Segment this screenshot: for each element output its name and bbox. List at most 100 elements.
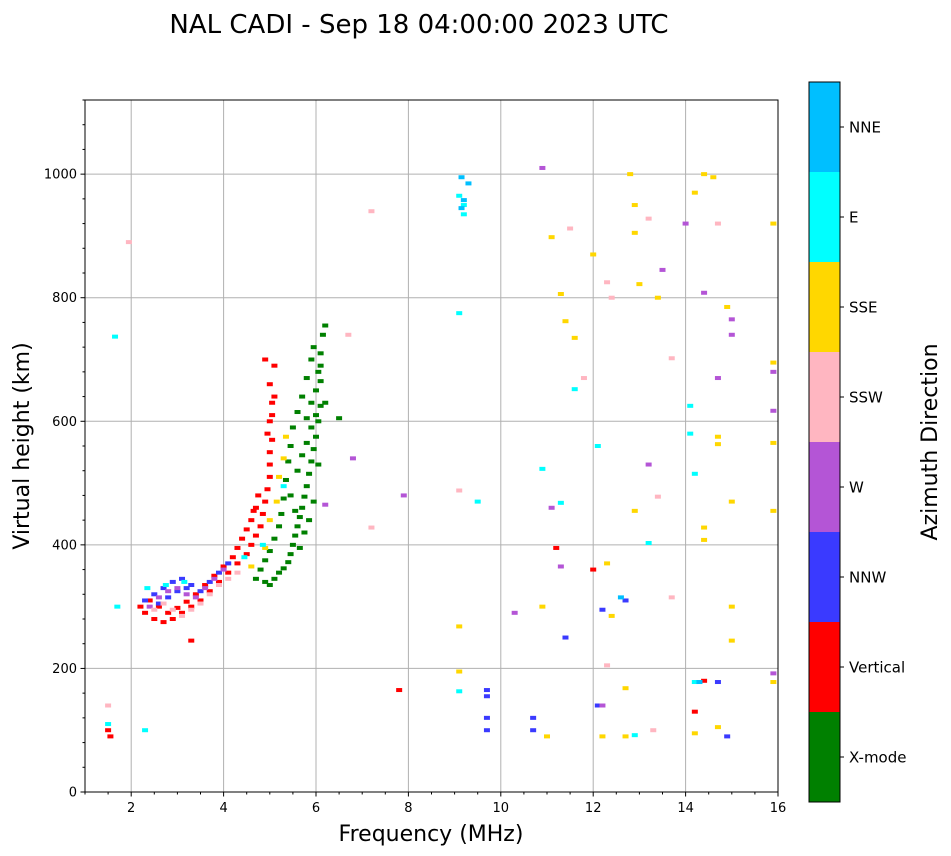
echo-point-e [631,733,638,738]
echo-point-sse [691,190,698,195]
echo-point-x-mode [266,583,273,588]
echo-point-nne [617,595,624,600]
echo-point-nnw [160,586,167,591]
echo-point-e [241,555,248,560]
echo-point-x-mode [287,552,294,557]
echo-point-x-mode [294,468,301,473]
echo-point-x-mode [317,363,324,368]
echo-point-e [539,466,546,471]
echo-point-sse [710,175,717,180]
echo-point-x-mode [278,511,285,516]
echo-point-nnw [183,586,190,591]
echo-point-w [548,505,555,510]
echo-point-x-mode [296,545,303,550]
echo-point-sse [770,360,777,365]
echo-point-ssw [604,663,611,668]
x-tick-label: 16 [770,801,787,816]
echo-point-sse [627,172,634,177]
echo-point-sse [631,508,638,513]
echo-point-x-mode [271,576,278,581]
y-tick-label: 200 [52,662,77,677]
echo-point-ssw [206,592,213,597]
echo-point-x-mode [301,530,308,535]
x-tick-label: 6 [312,801,320,816]
echo-point-vertical [255,493,262,498]
echo-point-x-mode [303,484,310,489]
echo-point-sse [770,440,777,445]
echo-point-vertical [257,524,264,529]
echo-point-x-mode [266,549,273,554]
colorbar-segment-vertical [809,622,840,712]
echo-point-ssw [160,601,167,606]
echo-point-x-mode [276,524,283,529]
echo-point-x-mode [308,400,315,405]
echo-point-x-mode [299,505,306,510]
echo-point-nne [696,680,703,685]
echo-point-vertical [252,505,259,510]
y-axis-ticks: 0 200 400 600 800 1000 [44,99,85,801]
echo-point-sse [266,518,273,523]
echo-point-vertical [174,605,181,610]
echo-point-sse [622,734,629,739]
echo-point-x-mode [308,459,315,464]
echo-point-nnw [483,728,490,733]
echo-point-x-mode [313,388,319,393]
echo-point-sse [571,335,578,340]
echo-point-x-mode [310,345,317,350]
echo-point-e [105,722,112,727]
echo-point-x-mode [257,567,264,572]
echo-point-vertical [107,734,114,739]
echo-point-w [511,610,518,615]
echo-point-sse [701,525,708,530]
echo-point-sse [456,624,463,629]
echo-point-e [142,728,149,733]
echo-point-sse [548,235,555,240]
echo-point-x-mode [285,560,292,565]
echo-point-sse [604,561,611,566]
echo-point-x-mode [308,357,315,362]
echo-point-nnw [197,589,204,594]
echo-point-e [456,689,463,694]
echo-point-vertical [239,536,246,541]
echo-point-e [474,499,481,504]
echo-point-x-mode [313,413,319,418]
echo-point-vertical [269,400,276,405]
echo-point-sse [539,604,546,609]
echo-point-x-mode [289,542,296,547]
echo-point-nnw [151,592,158,597]
echo-point-x-mode [310,499,317,504]
colorbar-tick-label: X-mode [849,749,906,767]
echo-point-vertical [691,709,698,714]
echo-point-w [539,165,546,170]
echo-point-sse [714,725,721,730]
echo-point-x-mode [294,524,301,529]
echo-point-w [220,567,227,572]
data-points [105,165,777,739]
echo-point-w [770,671,777,676]
echo-point-sse [701,172,708,177]
x-tick-label: 8 [404,801,412,816]
echo-point-vertical [266,382,273,387]
echo-point-nnw [155,601,162,606]
x-axis-label: Frequency (MHz) [339,822,524,847]
echo-point-x-mode [282,477,289,482]
echo-point-sse [562,319,569,324]
echo-point-nnw [206,579,213,584]
echo-point-ssw [604,280,611,285]
echo-point-x-mode [271,536,278,541]
echo-point-x-mode [315,462,322,467]
echo-point-e [594,444,601,448]
echo-point-x-mode [310,447,317,452]
echo-point-vertical [252,533,259,538]
echo-point-w [728,317,735,322]
echo-point-vertical [266,462,273,467]
colorbar-tick-label: NNE [849,119,881,137]
echo-point-vertical [271,363,278,368]
echo-point-x-mode [308,425,315,430]
echo-point-vertical [262,499,269,504]
echo-point-sse [691,731,698,736]
echo-point-nnw [188,583,195,588]
plot-area [85,100,778,792]
echo-point-e [259,542,266,547]
